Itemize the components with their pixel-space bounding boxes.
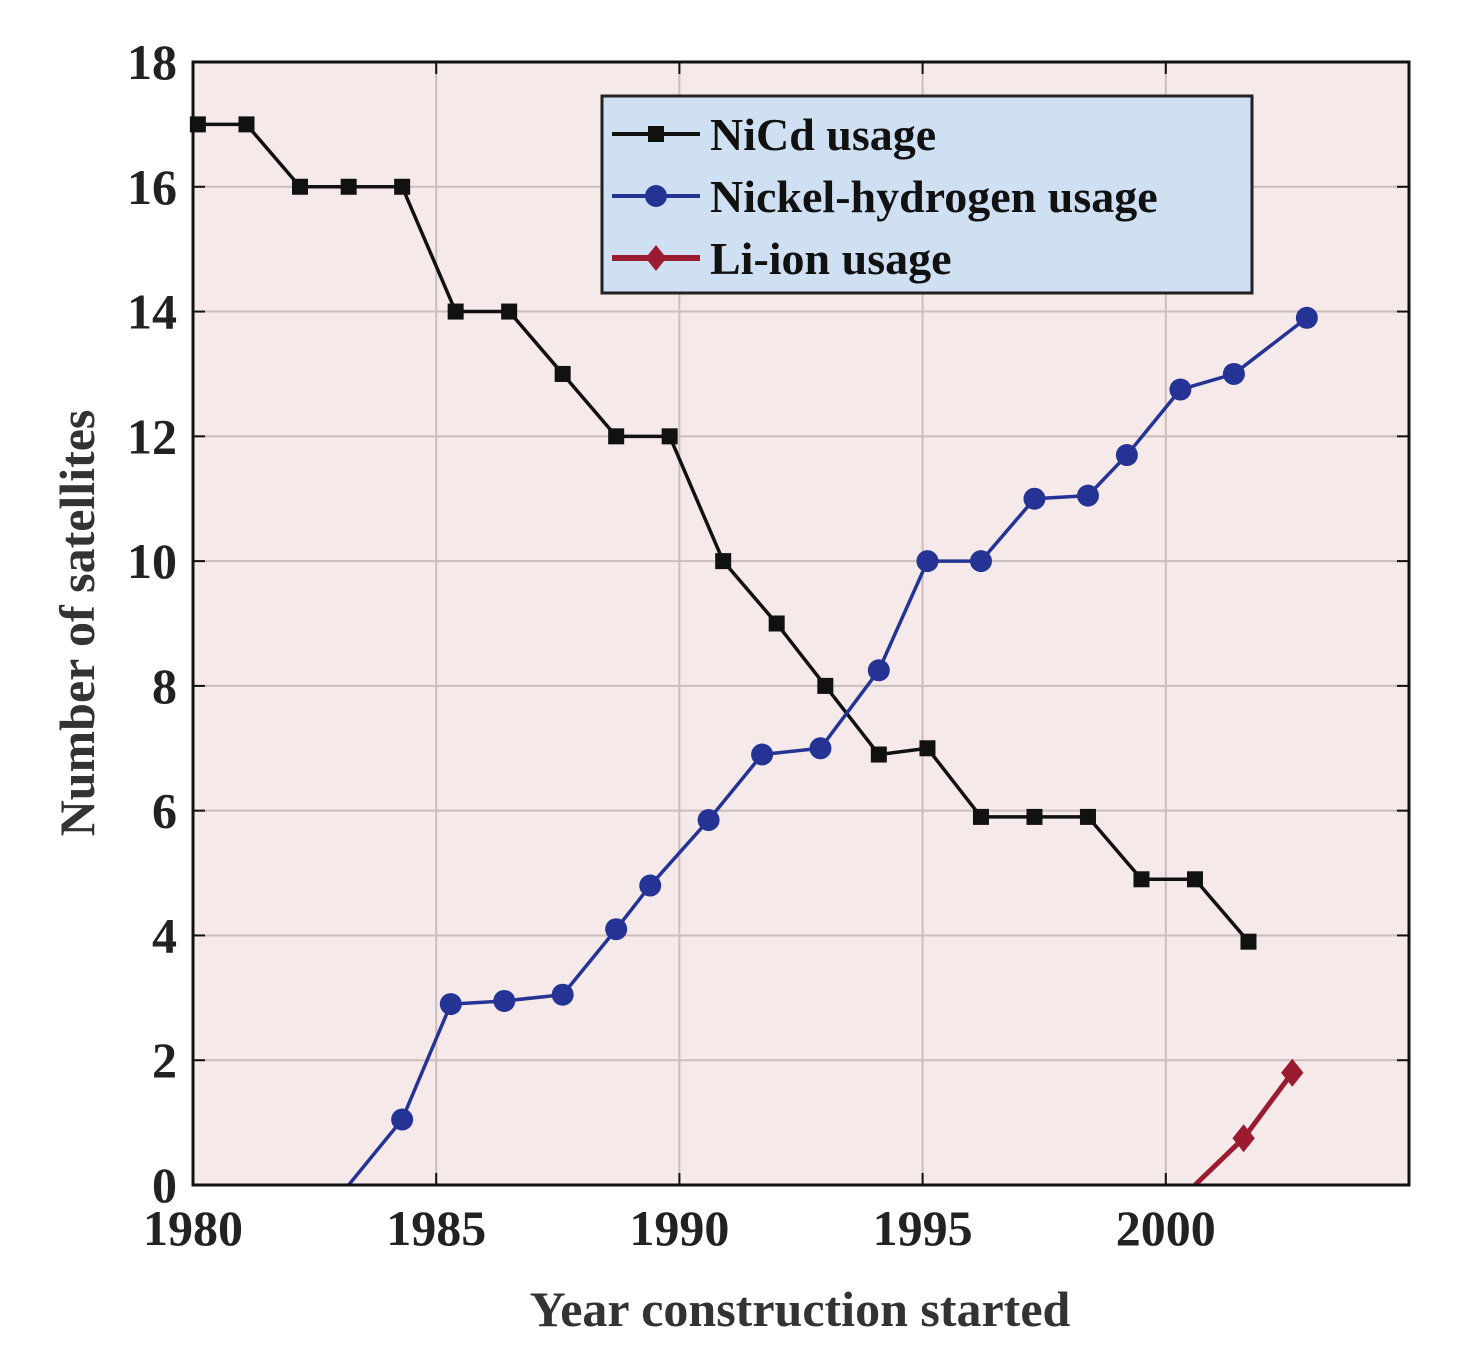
nicd-usage-point: [919, 740, 936, 757]
legend-label: Nickel-hydrogen usage: [710, 171, 1158, 222]
nickel-hydrogen-usage-point: [1169, 378, 1192, 401]
nicd-usage-point: [1026, 808, 1043, 825]
nickel-hydrogen-usage-point: [551, 983, 574, 1006]
nickel-hydrogen-usage-point: [639, 874, 662, 897]
x-tick-label: 1995: [873, 1200, 973, 1256]
nicd-usage-point: [238, 116, 255, 133]
legend-swatch-marker: [645, 245, 667, 271]
legend-label: NiCd usage: [710, 109, 936, 160]
legend-label: Li-ion usage: [710, 233, 952, 284]
nicd-usage-point: [870, 746, 887, 763]
y-tick-label: 2: [152, 1032, 177, 1088]
nickel-hydrogen-usage-point: [1115, 444, 1138, 467]
y-tick-label: 16: [127, 159, 177, 215]
legend-swatch-marker: [648, 126, 664, 142]
nicd-usage-point: [501, 303, 518, 320]
nickel-hydrogen-usage-point: [969, 550, 992, 573]
li-ion-usage-series: [1193, 1058, 1304, 1187]
y-tick-label: 6: [152, 783, 177, 839]
nickel-hydrogen-usage-point: [809, 737, 832, 760]
nicd-usage-point: [394, 178, 411, 195]
nicd-usage-point: [715, 553, 732, 570]
nicd-usage-point: [661, 428, 678, 445]
nickel-hydrogen-usage-point: [867, 659, 890, 682]
nicd-usage-point: [817, 677, 834, 694]
nickel-hydrogen-usage-point: [1222, 362, 1245, 385]
nickel-hydrogen-usage-point: [916, 550, 939, 573]
nicd-usage-point: [1186, 871, 1203, 888]
y-tick-label: 10: [127, 533, 177, 589]
y-axis: 0 2 4 6 8 10 12 14 16 18: [127, 34, 1409, 1213]
x-tick-label: 1980: [143, 1200, 243, 1256]
nicd-usage-point: [1133, 871, 1150, 888]
nicd-usage-point: [608, 428, 625, 445]
x-tick-label: 1990: [629, 1200, 729, 1256]
nicd-usage-point: [554, 365, 571, 382]
y-tick-label: 0: [152, 1157, 177, 1213]
nicd-usage-point: [447, 303, 464, 320]
x-axis-title: Year construction started: [530, 1281, 1071, 1337]
nickel-hydrogen-usage-point: [439, 993, 462, 1016]
y-axis-title: Number of satellites: [49, 410, 105, 837]
nickel-hydrogen-usage-point: [605, 918, 628, 941]
nicd-usage-series: [189, 116, 1257, 950]
x-axis: 1980 1985 1990 1995 2000: [143, 62, 1216, 1256]
y-tick-label: 8: [152, 658, 177, 714]
x-tick-label: 2000: [1116, 1200, 1216, 1256]
plot-area-frame: [191, 60, 1411, 1187]
legend-swatch-marker: [645, 185, 667, 207]
nickel-hydrogen-usage-point: [391, 1108, 414, 1131]
nicd-usage-point: [292, 178, 309, 195]
li-ion-usage-point: [1281, 1058, 1304, 1087]
nickel-hydrogen-usage-point: [1295, 306, 1318, 329]
nickel-hydrogen-usage-point: [751, 743, 774, 766]
y-tick-label: 18: [127, 34, 177, 90]
legend: NiCd usage Nickel-hydrogen usage Li-ion us…: [600, 94, 1254, 295]
nickel-hydrogen-usage-series: [347, 306, 1318, 1187]
nicd-usage-point: [1079, 808, 1096, 825]
y-tick-label: 14: [127, 284, 177, 340]
x-tick-label: 1985: [386, 1200, 486, 1256]
nickel-hydrogen-usage-point: [697, 809, 720, 832]
y-tick-label: 4: [152, 907, 177, 963]
li-ion-usage-point: [1232, 1124, 1255, 1153]
nicd-usage-point: [768, 615, 785, 632]
legend-box: [600, 94, 1254, 295]
nickel-hydrogen-usage-point: [493, 989, 516, 1012]
nickel-hydrogen-usage-point: [1076, 484, 1099, 507]
nicd-usage-point: [340, 178, 357, 195]
nicd-usage-point: [972, 808, 989, 825]
legend-items: NiCd usage Nickel-hydrogen usage Li-ion us…: [612, 109, 1158, 284]
series-layer: [189, 116, 1318, 1187]
y-tick-label: 12: [127, 408, 177, 464]
nickel-hydrogen-usage-point: [1023, 487, 1046, 510]
nicd-usage-point: [1240, 933, 1257, 950]
